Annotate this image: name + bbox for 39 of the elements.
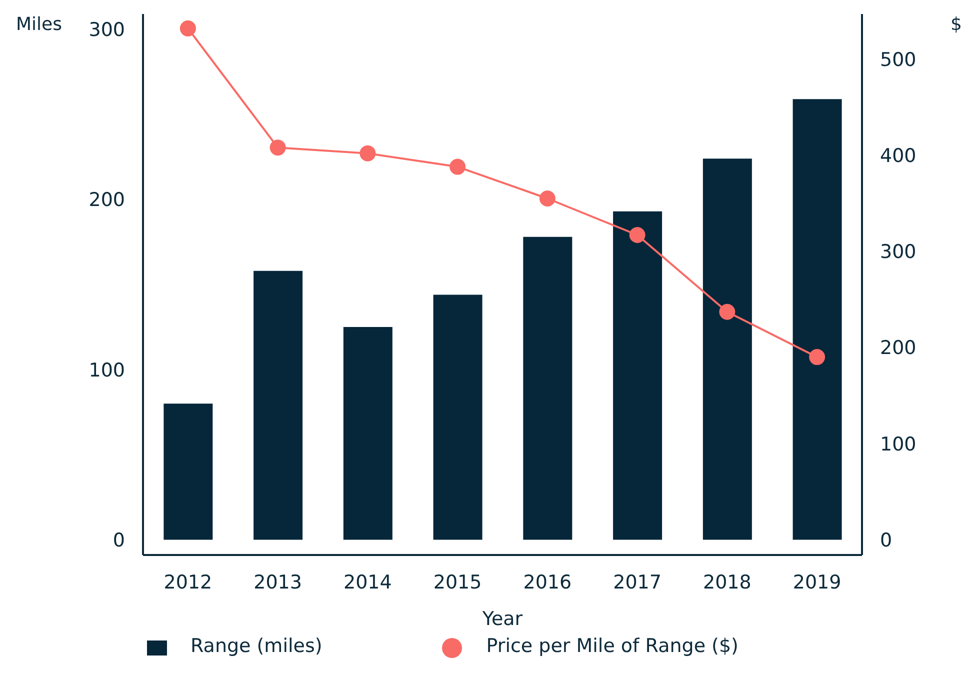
point	[360, 145, 376, 162]
point	[539, 190, 556, 206]
bar	[343, 327, 392, 540]
point	[809, 349, 826, 366]
point	[719, 304, 736, 320]
bar	[702, 158, 752, 540]
point	[270, 140, 286, 156]
y-axis-title: Miles	[16, 14, 62, 35]
y2-tick-label: 0	[880, 529, 892, 552]
y-tick-label: 300	[88, 19, 125, 42]
bar	[254, 270, 303, 540]
bar	[164, 404, 213, 540]
y2-tick-label: 400	[880, 145, 916, 167]
point	[180, 20, 196, 36]
y2-tick-label: 300	[880, 241, 916, 264]
x-tick-label: 2014	[344, 571, 392, 594]
x-axis-title: Year	[481, 608, 523, 630]
x-tick-label: 2013	[254, 571, 302, 594]
x-tick-label: 2012	[164, 571, 212, 594]
y2-tick-label: 200	[880, 337, 916, 360]
bar	[523, 236, 572, 540]
y2-axis-title: $	[950, 14, 962, 35]
y-tick-label: 100	[88, 359, 125, 382]
bar	[613, 211, 662, 540]
legend-label: Price per Mile of Range ($)	[486, 635, 738, 657]
bar	[433, 294, 482, 540]
y2-tick-label: 500	[880, 48, 916, 71]
bar	[792, 99, 842, 540]
x-tick-label: 2016	[523, 571, 572, 594]
y2-tick-label: 100	[880, 433, 916, 456]
point	[629, 227, 646, 244]
y-tick-label: 200	[88, 189, 125, 212]
legend-label: Range (miles)	[190, 635, 322, 657]
point	[450, 158, 466, 175]
y-tick-label: 0	[112, 529, 125, 552]
x-tick-label: 2019	[792, 571, 842, 594]
x-tick-label: 2017	[613, 571, 662, 594]
x-tick-label: 2015	[433, 571, 482, 594]
x-tick-label: 2018	[703, 571, 752, 594]
